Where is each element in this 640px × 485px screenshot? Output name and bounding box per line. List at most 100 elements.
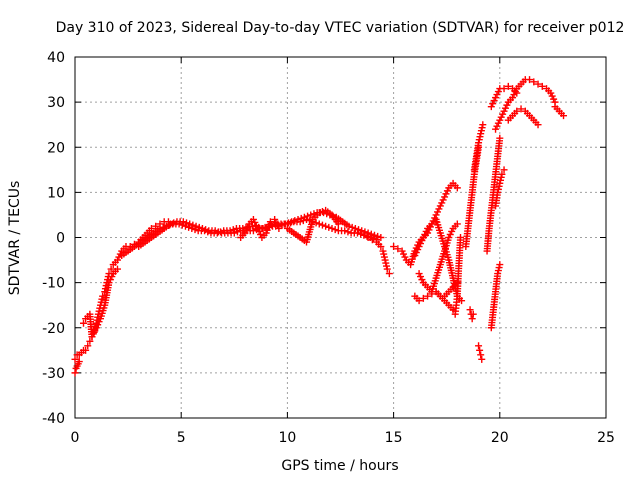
data-point	[312, 219, 320, 227]
data-point	[300, 213, 308, 221]
y-tick-label: 30	[47, 95, 65, 111]
data-point	[360, 231, 368, 239]
data-point	[170, 219, 178, 227]
x-tick-label: 5	[177, 430, 186, 446]
y-axis-label: SDTVAR / TECUs	[7, 181, 23, 296]
series-upper-arc-b	[487, 82, 521, 111]
series-lower-arc	[504, 105, 542, 129]
data-point	[377, 234, 385, 241]
data-point	[202, 226, 210, 234]
data-point	[496, 134, 504, 142]
data-point	[75, 358, 83, 366]
data-point	[79, 319, 87, 327]
data-point	[322, 222, 330, 230]
data-point	[214, 228, 222, 236]
data-point	[181, 222, 189, 230]
data-point	[191, 226, 199, 234]
data-point	[345, 222, 353, 230]
data-point	[385, 270, 393, 278]
y-tick-label: 20	[47, 140, 65, 156]
series-tail-23	[551, 103, 568, 120]
y-tick-label: 40	[47, 50, 65, 66]
y-tick-label: -10	[42, 276, 65, 292]
data-point	[230, 229, 238, 237]
data-point	[504, 82, 512, 90]
data-point	[469, 310, 477, 318]
data-point	[304, 212, 312, 220]
data-point	[476, 346, 484, 354]
data-point	[368, 236, 376, 244]
y-tick-label: 10	[47, 185, 65, 201]
data-point	[374, 232, 382, 240]
data-point	[192, 222, 200, 230]
data-point	[358, 227, 366, 235]
series-early-lower	[71, 358, 83, 377]
data-point	[331, 226, 339, 234]
series-steep-b	[470, 121, 487, 174]
x-tick-label: 20	[491, 430, 509, 446]
data-point	[189, 221, 197, 229]
x-tick-label: 0	[71, 430, 80, 446]
data-point	[468, 315, 476, 323]
data-point	[284, 219, 292, 227]
data-point	[179, 218, 187, 226]
data-point	[453, 184, 461, 192]
data-point	[328, 224, 336, 232]
data-point	[86, 337, 94, 345]
data-point	[355, 226, 363, 234]
data-point	[318, 221, 326, 229]
series-steep-e	[492, 166, 508, 210]
data-point	[351, 224, 359, 232]
grid-lines	[75, 57, 606, 418]
y-tick-label: -40	[42, 411, 65, 427]
series-frag-19-26	[475, 342, 486, 363]
data-point	[84, 342, 92, 350]
data-point	[560, 112, 568, 120]
data-point	[281, 220, 289, 228]
series-early-upper	[79, 265, 121, 341]
data-point	[186, 220, 194, 228]
x-tick-label: 25	[597, 430, 615, 446]
x-tick-label: 10	[278, 430, 296, 446]
data-point	[266, 218, 274, 226]
data-point	[307, 211, 315, 219]
data-point	[211, 227, 219, 235]
data-point	[167, 220, 175, 228]
data-point	[424, 292, 432, 300]
data-point	[478, 355, 486, 363]
data-point	[453, 220, 461, 228]
data-point	[513, 107, 521, 115]
data-point	[71, 355, 79, 363]
series-cross-b	[428, 220, 461, 296]
series-wiggles-8-9	[237, 215, 283, 241]
data-point	[353, 229, 361, 237]
data-point	[344, 228, 352, 236]
data-point	[275, 224, 283, 232]
data-point	[315, 220, 323, 228]
data-point	[496, 261, 504, 269]
chart-title: Day 310 of 2023, Sidereal Day-to-day VTE…	[56, 20, 625, 36]
data-point	[500, 85, 508, 93]
data-point	[364, 234, 372, 241]
data-point	[369, 235, 377, 243]
data-point	[361, 228, 369, 236]
data-point	[370, 231, 378, 239]
series-vertical-18	[451, 234, 465, 318]
data-point	[530, 78, 538, 86]
data-point	[99, 292, 107, 300]
data-point	[394, 245, 402, 253]
series-upper-arc-a	[492, 76, 559, 133]
x-tick-label: 15	[385, 430, 403, 446]
data-point	[526, 76, 534, 84]
data-point	[310, 210, 318, 218]
x-axis-label: GPS time / hours	[281, 458, 398, 474]
data-point	[475, 342, 483, 350]
data-point	[188, 224, 196, 232]
data-point	[198, 224, 206, 232]
data-point	[71, 369, 79, 377]
data-point	[315, 209, 323, 217]
data-point	[419, 294, 427, 302]
data-point	[82, 346, 90, 354]
